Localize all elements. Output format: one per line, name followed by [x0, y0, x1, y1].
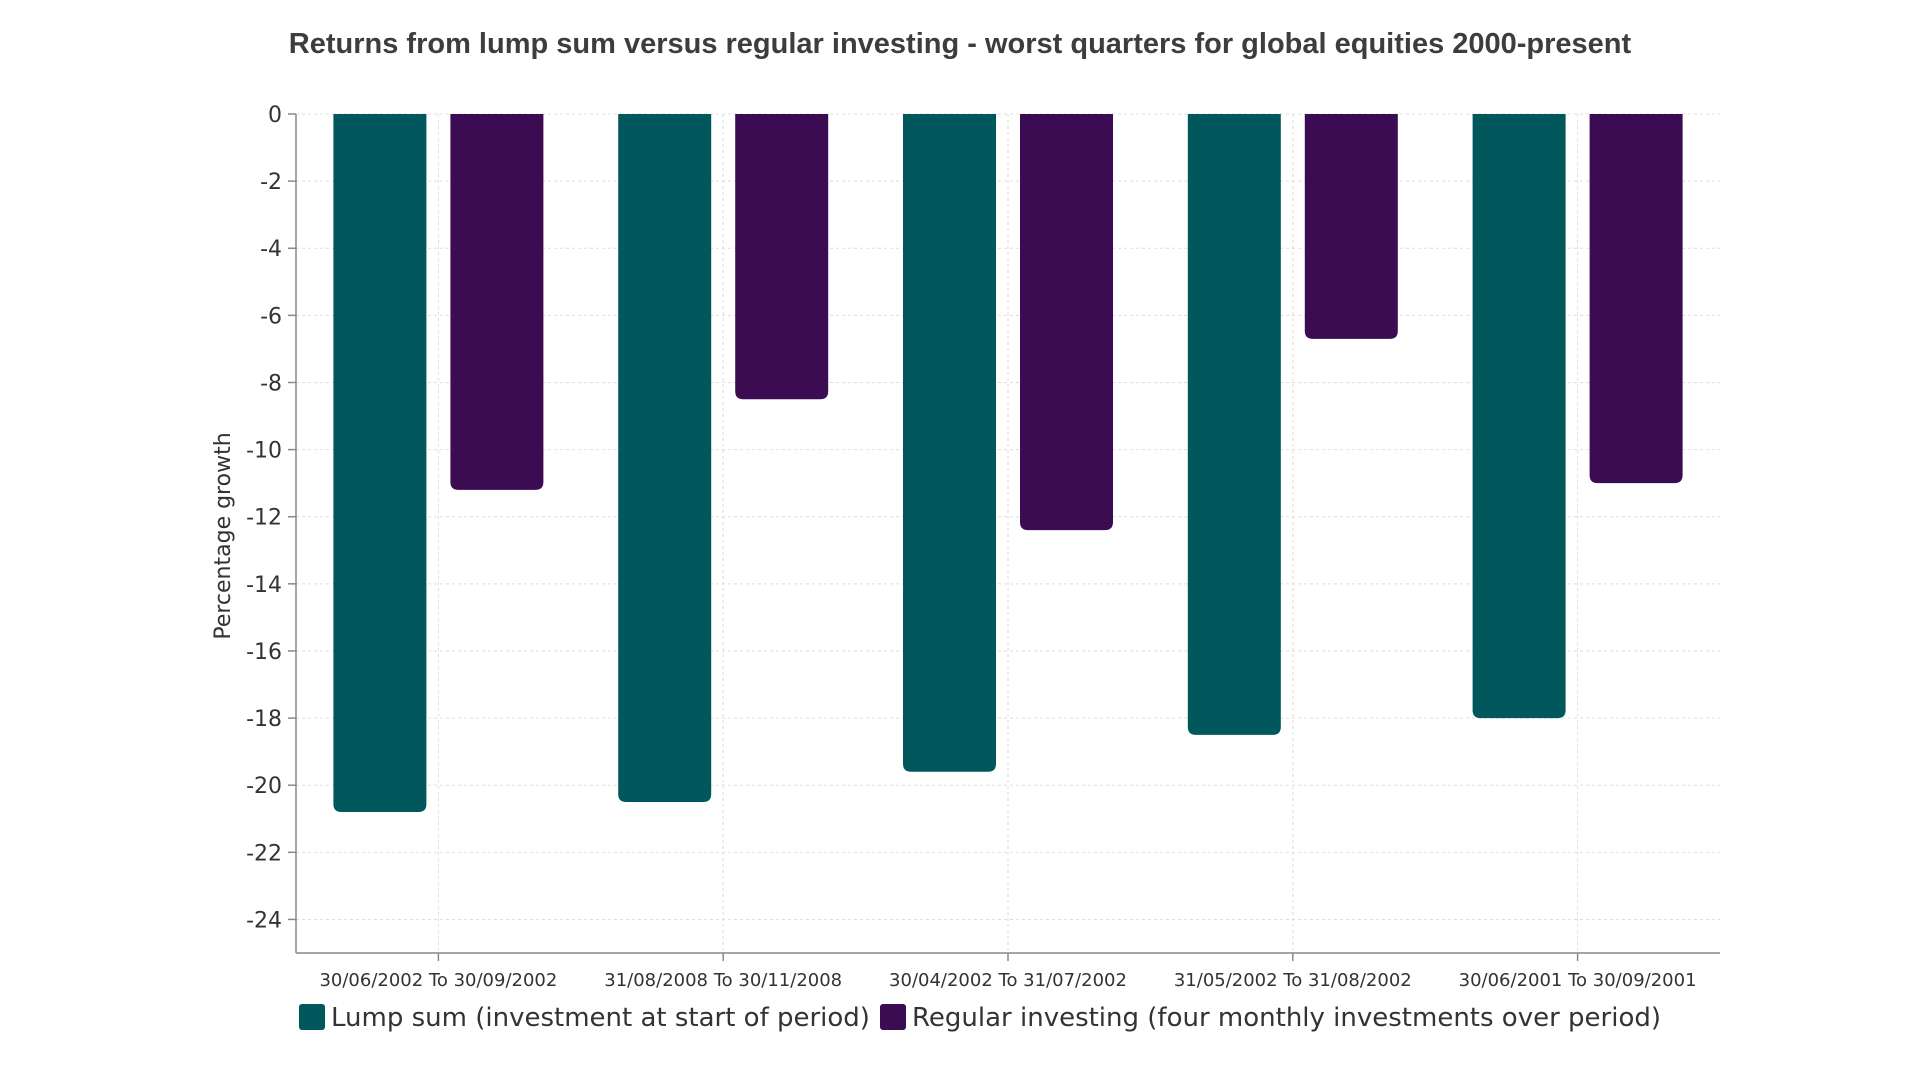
bar-lump-sum [618, 114, 712, 802]
y-tick-label: 0 [268, 103, 282, 128]
y-tick-label: -14 [246, 573, 282, 598]
y-tick-label: -2 [260, 170, 282, 195]
bars [333, 114, 1683, 813]
x-tick-label: 30/04/2002 To 31/07/2002 [889, 970, 1127, 991]
y-tick-label: -6 [260, 304, 282, 329]
bar-lump-sum [903, 114, 996, 772]
y-tick-label: -12 [246, 506, 282, 531]
y-tick-label: -24 [246, 908, 282, 933]
x-tick-label: 31/08/2008 To 30/11/2008 [604, 970, 842, 991]
x-tick-label: 31/05/2002 To 31/08/2002 [1174, 970, 1412, 991]
bar-regular-investing [1304, 114, 1398, 339]
legend: Lump sum (investment at start of period)… [299, 1003, 1661, 1033]
y-tick-label: -8 [260, 371, 282, 396]
y-axis-label: Percentage growth [211, 432, 236, 639]
x-tick-label: 30/06/2002 To 30/09/2002 [319, 970, 557, 991]
y-tick-labels: 0 -2 -4 -6 -8 -10 -12 -14 -16 -18 -20 -22 -24 [246, 103, 282, 933]
bar-lump-sum [1472, 114, 1566, 719]
y-tick-label: -20 [246, 774, 282, 799]
axes [288, 113, 1720, 961]
legend-swatch [880, 1004, 906, 1030]
legend-label: Regular investing (four monthly investme… [912, 1003, 1661, 1033]
y-tick-label: -16 [246, 640, 282, 665]
legend-swatch [299, 1004, 325, 1030]
chart-title: Returns from lump sum versus regular inv… [289, 28, 1632, 60]
bar-lump-sum [1187, 114, 1281, 735]
y-tick-label: -22 [246, 841, 282, 866]
y-tick-label: -10 [246, 439, 282, 464]
x-tick-label: 30/06/2001 To 30/09/2001 [1459, 970, 1697, 991]
bar-lump-sum [333, 114, 427, 813]
x-tick-labels: 30/06/2002 To 30/09/2002 31/08/2008 To 30… [319, 970, 1696, 991]
bar-regular-investing [450, 114, 544, 490]
bar-regular-investing [735, 114, 829, 400]
legend-label: Lump sum (investment at start of period) [331, 1003, 870, 1033]
bar-regular-investing [1020, 114, 1113, 531]
y-tick-label: -18 [246, 707, 282, 732]
bar-regular-investing [1589, 114, 1683, 484]
y-tick-label: -4 [260, 237, 282, 262]
grid [296, 113, 1720, 953]
